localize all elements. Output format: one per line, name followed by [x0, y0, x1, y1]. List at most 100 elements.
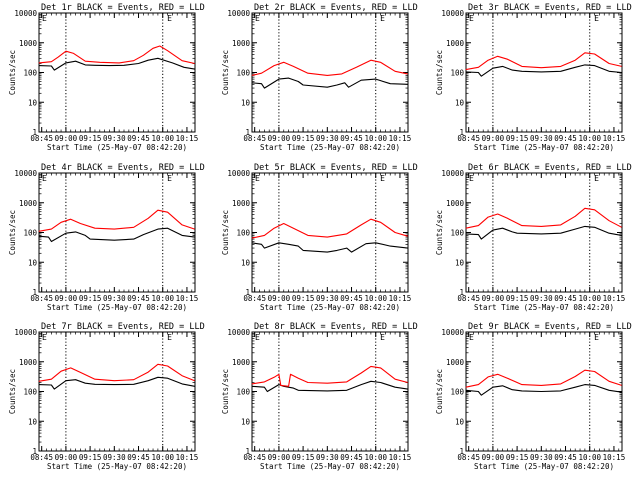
y-tick-label: 10 [241, 98, 251, 107]
detector-panel-3: Det 3r BLACK = Events, RED = LLD 1 10 100 10… [435, 3, 632, 152]
x-tick-label: 09:30 [316, 294, 339, 303]
x-tick-label: 10:00 [578, 134, 601, 143]
x-tick-label: 08:45 [243, 134, 266, 143]
x-axis-subtitle: Start Time (25-May-07 08:42:20) [260, 143, 400, 152]
panel-title: Det 6r BLACK = Events, RED = LLD [468, 163, 632, 173]
x-tick-label: 09:30 [530, 134, 553, 143]
x-tick-label: 08:45 [30, 294, 53, 303]
x-tick-label: 10:15 [389, 453, 412, 462]
events-series-line [38, 227, 195, 243]
events-series-line [251, 77, 408, 89]
events-series-line [251, 242, 408, 253]
x-tick-label: 08:45 [243, 294, 266, 303]
event-marker-label: E [594, 174, 599, 183]
x-tick-label: 08:45 [243, 453, 266, 462]
x-axis-subtitle: Start Time (25-May-07 08:42:20) [47, 303, 187, 312]
y-tick-label: 1000 [232, 39, 251, 48]
x-tick-label: 09:15 [79, 453, 102, 462]
y-axis-label: Counts/sec [435, 210, 444, 255]
y-tick-label: 10000 [14, 169, 37, 178]
x-tick-label: 09:00 [482, 134, 505, 143]
y-tick-label: 100 [23, 229, 37, 238]
event-marker-label: E [469, 333, 474, 342]
y-tick-label: 10000 [441, 169, 464, 178]
y-tick-label: 10000 [227, 169, 250, 178]
plot-frame [465, 12, 623, 133]
x-tick-label: 10:00 [364, 294, 387, 303]
x-tick-label: 09:45 [127, 294, 150, 303]
lld-series-line [38, 363, 195, 382]
y-tick-label: 1 [459, 288, 464, 297]
detector-panel-9: Det 9r BLACK = Events, RED = LLD 1 10 100 10… [435, 322, 632, 471]
y-tick-label: 10 [455, 417, 465, 426]
x-tick-label: 09:30 [103, 453, 126, 462]
x-tick-label: 09:00 [268, 294, 291, 303]
x-tick-label: 09:45 [340, 294, 363, 303]
y-tick-label: 100 [236, 388, 250, 397]
panel-title: Det 4r BLACK = Events, RED = LLD [41, 163, 205, 173]
x-tick-label: 09:45 [127, 134, 150, 143]
x-tick-label: 10:00 [151, 134, 174, 143]
x-tick-label: 09:15 [292, 294, 315, 303]
event-marker-label: E [380, 14, 385, 23]
lld-series-line [251, 218, 408, 239]
y-tick-label: 1000 [446, 199, 465, 208]
detector-panel-4: Det 4r BLACK = Events, RED = LLD 1 10 100 10… [8, 163, 205, 312]
plot-frame [251, 172, 409, 293]
detector-panel-2: Det 2r BLACK = Events, RED = LLD 1 10 100 10… [221, 3, 418, 152]
y-tick-label: 10000 [441, 328, 464, 337]
x-axis-subtitle: Start Time (25-May-07 08:42:20) [260, 462, 400, 471]
x-tick-label: 09:45 [554, 134, 577, 143]
y-tick-label: 1000 [19, 199, 38, 208]
x-tick-label: 09:00 [55, 134, 78, 143]
x-tick-label: 10:15 [603, 294, 626, 303]
x-tick-label: 09:45 [340, 453, 363, 462]
lld-series-line [465, 207, 622, 229]
event-marker-label: E [167, 14, 172, 23]
x-tick-label: 10:00 [578, 453, 601, 462]
event-marker-label: E [42, 174, 47, 183]
y-axis-label: Counts/sec [8, 369, 17, 414]
y-tick-label: 10000 [14, 9, 37, 18]
event-marker-label: E [167, 174, 172, 183]
events-series-line [38, 57, 195, 71]
y-tick-label: 1 [245, 128, 250, 137]
x-axis-subtitle: Start Time (25-May-07 08:42:20) [474, 143, 614, 152]
x-tick-label: 10:15 [176, 134, 199, 143]
x-tick-label: 09:15 [79, 294, 102, 303]
y-tick-label: 10000 [227, 328, 250, 337]
plot-frame [38, 172, 196, 293]
y-axis-label: Counts/sec [221, 210, 230, 255]
y-tick-label: 100 [450, 229, 464, 238]
y-tick-label: 1000 [232, 358, 251, 367]
plot-frame [38, 331, 196, 452]
x-tick-label: 09:00 [268, 453, 291, 462]
panel-title: Det 5r BLACK = Events, RED = LLD [254, 163, 418, 173]
x-axis-subtitle: Start Time (25-May-07 08:42:20) [474, 303, 614, 312]
x-tick-label: 10:00 [151, 453, 174, 462]
lld-series-line [465, 369, 622, 388]
lld-series-line [251, 59, 408, 76]
x-tick-label: 09:15 [506, 294, 529, 303]
event-marker-label: E [469, 174, 474, 183]
y-tick-label: 10 [28, 417, 38, 426]
x-axis-subtitle: Start Time (25-May-07 08:42:20) [47, 462, 187, 471]
y-tick-label: 1 [245, 288, 250, 297]
event-marker-label: E [380, 174, 385, 183]
panel-title: Det 3r BLACK = Events, RED = LLD [468, 3, 632, 13]
y-tick-label: 1 [32, 447, 37, 456]
x-tick-label: 10:15 [603, 453, 626, 462]
x-tick-label: 09:45 [340, 134, 363, 143]
y-tick-label: 100 [23, 69, 37, 78]
y-tick-label: 1 [245, 447, 250, 456]
x-tick-label: 09:00 [482, 294, 505, 303]
y-tick-label: 100 [23, 388, 37, 397]
y-tick-label: 1 [32, 288, 37, 297]
event-marker-label: E [255, 174, 260, 183]
y-axis-label: Counts/sec [8, 210, 17, 255]
y-tick-label: 1 [32, 128, 37, 137]
detector-panel-7: Det 7r BLACK = Events, RED = LLD 1 10 100 10… [8, 322, 205, 471]
event-marker-label: E [469, 14, 474, 23]
y-axis-label: Counts/sec [8, 50, 17, 95]
y-tick-label: 10 [455, 258, 465, 267]
